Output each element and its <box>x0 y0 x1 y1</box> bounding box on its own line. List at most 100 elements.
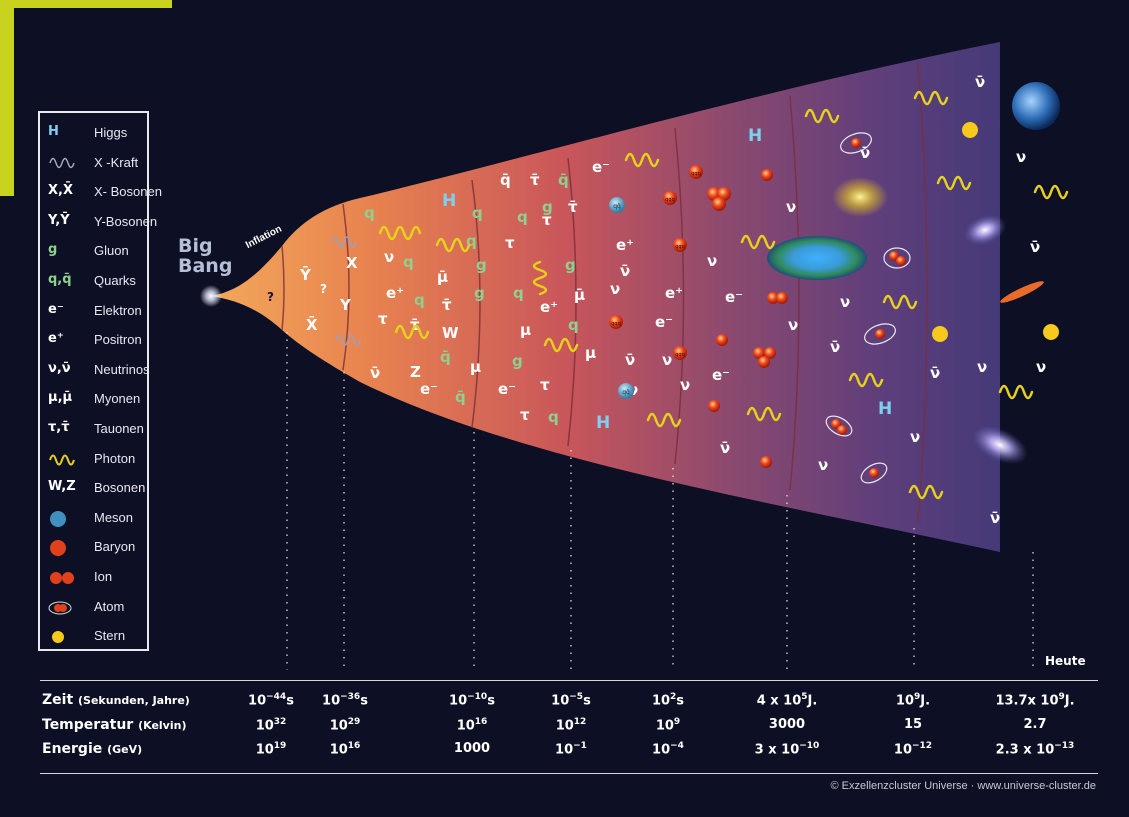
legend-symbol: q,q̄ <box>48 272 72 287</box>
big-bang-label: Big Bang <box>178 235 233 277</box>
svg-text:q̄: q̄ <box>455 388 466 406</box>
baryon-label: qqq <box>665 197 675 203</box>
svg-text:e⁻: e⁻ <box>420 380 438 398</box>
svg-text:μ: μ <box>585 344 596 362</box>
table-cell: 1016 <box>329 741 361 758</box>
svg-text:μ̄: μ̄ <box>574 286 585 304</box>
galaxy-cluster <box>832 177 888 217</box>
table-cell: 3000 <box>768 717 806 732</box>
svg-text:g: g <box>512 352 523 370</box>
svg-text:e⁺: e⁺ <box>540 298 558 316</box>
mesons <box>609 197 634 399</box>
svg-text:τ̄: τ̄ <box>568 198 578 216</box>
tauon-icon: τ,τ̄ <box>48 420 82 440</box>
legend-label: Higgs <box>94 125 128 140</box>
legend-symbol: e⁺ <box>48 331 64 347</box>
table-cell: 10−4 <box>652 741 684 758</box>
stars <box>932 122 1059 342</box>
svg-text:W: W <box>442 324 459 342</box>
table-bottom-rule <box>40 773 1098 774</box>
ions <box>707 169 788 468</box>
legend-label: Photon <box>94 450 136 466</box>
table-row-label: Zeit (Sekunden, Jahre) <box>42 692 190 708</box>
svg-text:H: H <box>878 399 892 419</box>
legend-label: Tauonen <box>94 421 144 436</box>
baryon-label: qqq <box>611 321 621 327</box>
electron-icon: e⁻ <box>48 302 82 322</box>
baryon-label: qqq <box>675 352 685 358</box>
earth <box>1012 82 1060 130</box>
legend-row: Y,Ȳ Y-Bosonen <box>40 208 157 236</box>
legend-label: Meson <box>94 509 134 525</box>
legend-row: e⁻ Elektron <box>40 297 147 325</box>
svg-text:ν: ν <box>840 293 850 311</box>
table-cell: 10−44s <box>248 692 294 709</box>
photon-wave-icon <box>48 450 82 470</box>
svg-text:ν: ν <box>788 316 798 334</box>
heute-label: Heute <box>1045 654 1086 668</box>
cmb-map <box>767 236 867 280</box>
svg-text:q: q <box>364 204 375 222</box>
table-cell: 1029 <box>329 717 361 734</box>
svg-text:τ̄: τ̄ <box>442 296 452 314</box>
accent-bar-top <box>0 0 172 8</box>
svg-text:ν̄: ν̄ <box>620 262 630 280</box>
table-cell: 10−5s <box>551 692 591 709</box>
svg-text:q̄: q̄ <box>440 348 451 366</box>
table-cell: 1019 <box>255 741 287 758</box>
legend-row: Photon <box>40 445 147 473</box>
higgs-icon: H <box>48 124 82 144</box>
accent-bar-left <box>0 0 14 196</box>
svg-text:ν: ν <box>707 252 717 270</box>
svg-text:Z: Z <box>410 363 421 381</box>
legend-label: Y-Bosonen <box>94 213 158 229</box>
table-row-label: Energie (GeV) <box>42 741 143 757</box>
legend-label: Quarks <box>94 273 136 288</box>
legend-label: X- Bosonen <box>94 184 162 200</box>
legend-symbol: g <box>48 242 58 258</box>
svg-text:e⁺: e⁺ <box>616 236 634 254</box>
svg-text:g: g <box>565 256 576 274</box>
svg-text:ν: ν <box>384 248 394 266</box>
table-cell: 3 x 10−10 <box>754 741 820 758</box>
legend-label: Ion <box>94 569 113 584</box>
legend-label: Neutrinos <box>94 361 150 377</box>
meson-icon <box>48 509 82 529</box>
svg-text:q̄: q̄ <box>500 171 511 189</box>
positron-icon: e⁺ <box>48 331 82 351</box>
svg-text:q: q <box>403 253 414 271</box>
baryon-icon <box>48 538 82 558</box>
svg-text:Y: Y <box>339 296 352 314</box>
legend-row: μ,μ̄ Myonen <box>40 385 147 413</box>
table-cell: 2.7 <box>1023 717 1047 732</box>
table-row-label: Temperatur (Kelvin) <box>42 717 187 733</box>
legend-label: Bosonen <box>94 480 146 496</box>
legend-label: Atom <box>94 598 125 614</box>
legend-symbol: τ,τ̄ <box>48 420 70 435</box>
svg-text:X: X <box>346 254 358 272</box>
svg-text:q: q <box>513 284 524 302</box>
table-cell: 1016 <box>456 717 488 734</box>
svg-text:τ: τ <box>378 310 388 328</box>
galaxy-2 <box>971 425 1029 465</box>
svg-text:e⁻: e⁻ <box>655 313 673 331</box>
svg-text:ν̄: ν̄ <box>370 364 380 382</box>
svg-text:e⁻: e⁻ <box>712 366 730 384</box>
wz-boson-icon: W,Z <box>48 479 82 499</box>
svg-text:q: q <box>466 232 477 250</box>
meson-label: qq̄ <box>622 389 630 396</box>
svg-text:g: g <box>542 198 553 216</box>
legend-label: X -Kraft <box>94 154 139 170</box>
svg-text:q: q <box>548 408 559 426</box>
svg-text:q: q <box>472 204 483 222</box>
svg-text:ν: ν <box>1016 148 1026 166</box>
legend-symbol: W,Z <box>48 479 76 495</box>
legend-row: Stern <box>40 622 147 650</box>
legend-symbol: e⁻ <box>48 301 64 317</box>
svg-text:e⁺: e⁺ <box>386 284 404 302</box>
atoms <box>825 132 911 484</box>
svg-text:ν̄: ν̄ <box>1030 238 1040 256</box>
baryon-label: qqq <box>691 171 701 177</box>
legend-symbol: X,X̄ <box>48 183 73 199</box>
